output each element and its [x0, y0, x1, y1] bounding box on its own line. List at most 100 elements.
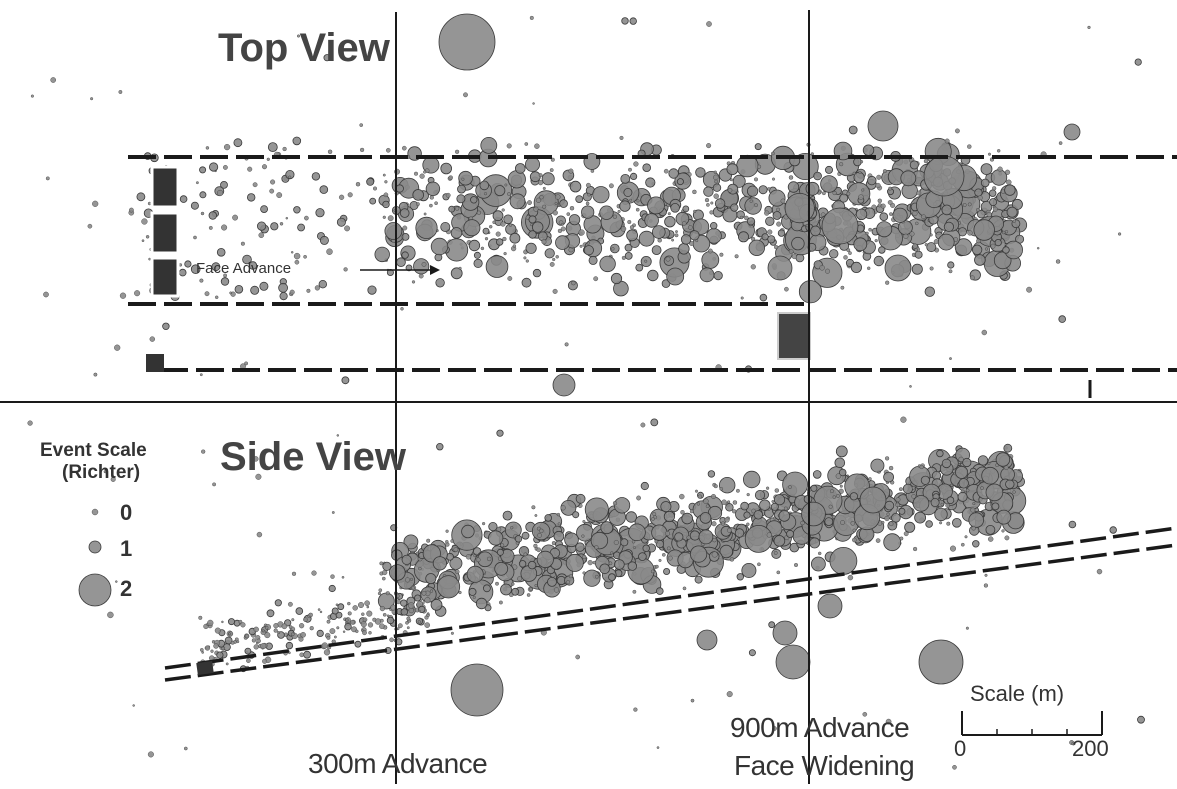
- seismic-event: [476, 210, 481, 215]
- seismic-event: [621, 17, 629, 25]
- seismic-event: [552, 373, 576, 397]
- seismic-event: [847, 574, 854, 581]
- seismic-event: [457, 184, 466, 194]
- seismic-event: [666, 546, 671, 551]
- seismic-event: [468, 587, 477, 596]
- seismic-event: [629, 198, 633, 202]
- seismic-event: [787, 181, 800, 193]
- seismic-event: [361, 612, 365, 616]
- seismic-event: [726, 691, 733, 698]
- seismic-event: [895, 497, 901, 502]
- seismic-event: [220, 180, 228, 189]
- seismic-event: [734, 528, 745, 538]
- seismic-event: [299, 652, 305, 658]
- seismic-event: [260, 643, 267, 650]
- seismic-event: [306, 288, 311, 293]
- seismic-event: [326, 248, 333, 255]
- seismic-event: [408, 602, 415, 609]
- seismic-event: [638, 552, 647, 561]
- seismic-event: [719, 252, 724, 257]
- seismic-event: [831, 515, 836, 519]
- seismic-event: [450, 267, 463, 280]
- seismic-event: [445, 540, 449, 544]
- seismic-event: [326, 619, 331, 624]
- seismic-event: [413, 607, 416, 611]
- seismic-event: [746, 493, 750, 497]
- seismic-event: [852, 537, 857, 543]
- seismic-event: [412, 189, 425, 201]
- seismic-event: [958, 456, 964, 463]
- legend-level-0: 0: [120, 500, 133, 525]
- seismic-event: [557, 522, 561, 526]
- seismic-event: [987, 461, 991, 465]
- seismic-event: [710, 221, 718, 230]
- seismic-event: [909, 160, 919, 170]
- seismic-event: [468, 239, 481, 252]
- seismic-event: [582, 554, 587, 560]
- seismic-event: [278, 282, 289, 293]
- seismic-event: [429, 203, 433, 208]
- seismic-event: [925, 520, 933, 528]
- seismic-event: [248, 261, 258, 270]
- seismic-event: [945, 503, 950, 508]
- seismic-event: [682, 205, 690, 213]
- seismic-event: [560, 226, 566, 232]
- seismic-event: [424, 622, 431, 628]
- seismic-event: [701, 250, 720, 269]
- seismic-event: [507, 170, 526, 189]
- seismic-event: [1006, 179, 1012, 186]
- seismic-event: [1058, 315, 1066, 323]
- seismic-event: [852, 171, 856, 175]
- seismic-event: [990, 169, 1008, 186]
- seismic-event: [689, 509, 694, 514]
- seismic-event: [311, 570, 317, 576]
- seismic-event: [498, 600, 503, 605]
- seismic-event: [454, 569, 460, 575]
- seismic-event: [529, 15, 534, 20]
- seismic-event: [736, 573, 744, 581]
- seismic-event: [584, 497, 609, 522]
- seismic-event: [227, 618, 235, 626]
- seismic-event: [569, 180, 582, 193]
- seismic-event: [777, 229, 786, 237]
- seismic-event: [532, 268, 542, 278]
- seismic-event: [525, 242, 537, 254]
- seismic-event: [798, 280, 823, 304]
- seismic-event: [450, 663, 504, 717]
- seismic-event: [768, 189, 786, 207]
- seismic-event: [632, 589, 637, 594]
- legend-title-line2: (Richter): [62, 462, 141, 483]
- seismic-event: [655, 587, 664, 595]
- seismic-event: [951, 517, 962, 528]
- seismic-event: [899, 536, 904, 541]
- seismic-event: [537, 180, 544, 186]
- seismic-event: [279, 291, 288, 301]
- seismic-event: [373, 186, 378, 191]
- seismic-event: [343, 267, 348, 272]
- seismic-event: [772, 620, 798, 646]
- seismic-event: [317, 608, 321, 611]
- seismic-event: [359, 123, 364, 127]
- seismic-event: [1004, 535, 1010, 541]
- seismic-event: [835, 473, 842, 479]
- seismic-event: [671, 238, 674, 242]
- seismic-event: [879, 212, 889, 222]
- seismic-event: [541, 172, 555, 186]
- seismic-event: [411, 586, 415, 590]
- seismic-event: [523, 552, 528, 557]
- seismic-event: [697, 494, 702, 499]
- seismic-event: [372, 617, 377, 622]
- seismic-event: [228, 632, 231, 636]
- seismic-event: [1026, 286, 1033, 293]
- seismic-event: [668, 168, 679, 179]
- seismic-event: [719, 477, 736, 494]
- seismic-event: [652, 512, 657, 516]
- seismic-event: [753, 510, 764, 520]
- seismic-event: [525, 259, 529, 263]
- seismic-event: [502, 236, 507, 242]
- seismic-event: [992, 186, 997, 191]
- seismic-event: [405, 621, 409, 625]
- seismic-event: [930, 497, 940, 507]
- seismic-event: [819, 265, 825, 271]
- seismic-event: [504, 521, 522, 539]
